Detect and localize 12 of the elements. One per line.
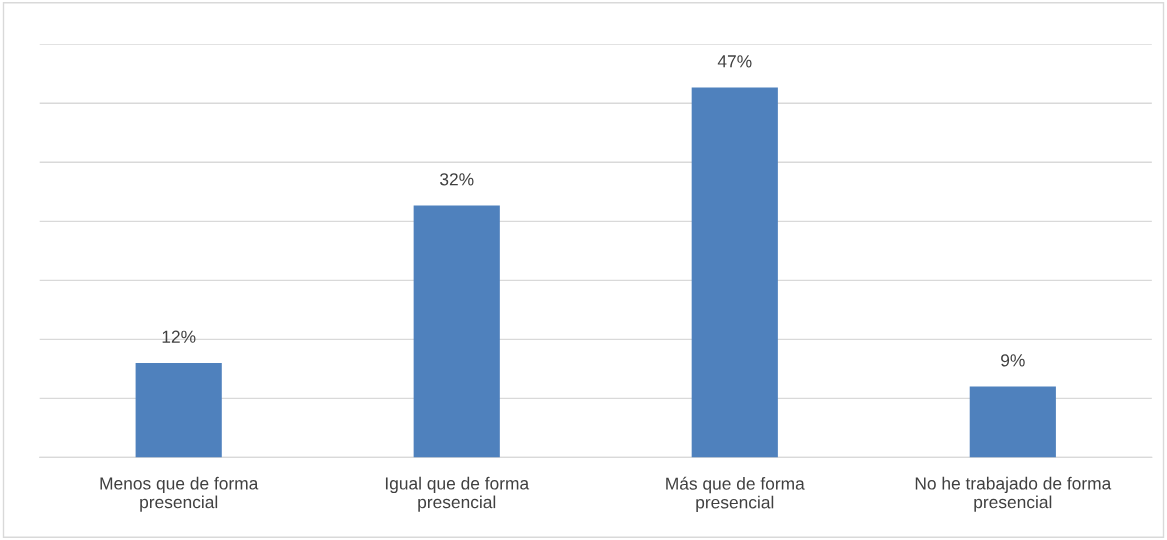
bar: [413, 205, 500, 458]
data-label: 12%: [162, 330, 196, 343]
data-label: 32%: [440, 173, 474, 186]
data-label: 47%: [717, 55, 752, 68]
bar: [135, 362, 222, 458]
bar: [691, 87, 778, 458]
x-tick-label: Menos que de forma presencial: [100, 476, 259, 512]
bar: [969, 386, 1056, 458]
x-tick-label: No he trabajado de forma presencial: [915, 476, 1112, 512]
data-label: 9%: [1001, 354, 1025, 367]
x-tick-label: Más que de forma presencial: [666, 476, 805, 512]
x-tick-label: Igual que de forma presencial: [385, 476, 530, 512]
